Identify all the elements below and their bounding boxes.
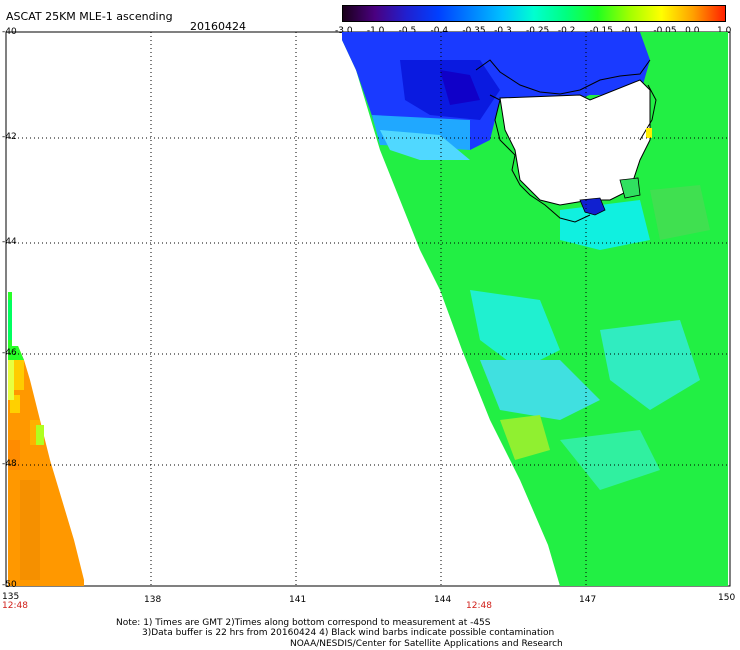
- color-bar-label: -0.3: [494, 26, 512, 36]
- color-bar-label: -0.5: [398, 26, 417, 36]
- note-line: 3)Data buffer is 22 hrs from 20160424 4)…: [142, 628, 555, 638]
- color-bar-label: -0.2: [557, 26, 576, 36]
- west-swath: [8, 292, 84, 586]
- note-line: NOAA/NESDIS/Center for Satellite Applica…: [290, 639, 563, 649]
- color-bar-label: -1.0: [366, 26, 385, 36]
- color-bar-label: 0.0: [685, 26, 700, 36]
- lat-label: -44: [2, 237, 17, 247]
- color-bar-label: -0.05: [653, 26, 677, 36]
- note-line: Note: 1) Times are GMT 2)Times along bot…: [116, 618, 491, 628]
- time-label: 12:48: [466, 601, 492, 611]
- time-label: 12:48: [2, 601, 28, 611]
- color-bar-label: -0.1: [621, 26, 640, 36]
- lat-label: -46: [2, 348, 17, 358]
- tasmania-land: [475, 59, 657, 223]
- color-bar: [342, 5, 726, 22]
- color-bar-label: -0.25: [526, 26, 550, 36]
- lat-label: -42: [2, 132, 17, 142]
- color-bar-label: -0.15: [589, 26, 613, 36]
- lat-label: -48: [2, 459, 17, 469]
- lat-label: -50: [2, 580, 17, 590]
- lon-label: 144: [434, 595, 452, 605]
- lon-label: 150: [718, 593, 736, 603]
- color-bar-label: -0.35: [462, 26, 486, 36]
- lon-label: 135: [2, 592, 20, 602]
- color-bar-label: -0.4: [430, 26, 449, 36]
- lon-label: 138: [144, 595, 162, 605]
- lon-label: 141: [289, 595, 307, 605]
- color-bar-label: -3.0: [335, 26, 353, 36]
- lat-label: -40: [2, 27, 17, 37]
- grid: [6, 32, 730, 586]
- color-bar-label: 1.0: [717, 26, 732, 36]
- chart-date: 20160424: [190, 20, 246, 33]
- chart-title: ASCAT 25KM MLE-1 ascending: [6, 10, 173, 23]
- color-bar-labels: -3.0 -1.0 -0.5 -0.4 -0.35 -0.3 -0.25 -0.2 -0.15-…: [333, 26, 733, 38]
- lon-label: 147: [579, 595, 597, 605]
